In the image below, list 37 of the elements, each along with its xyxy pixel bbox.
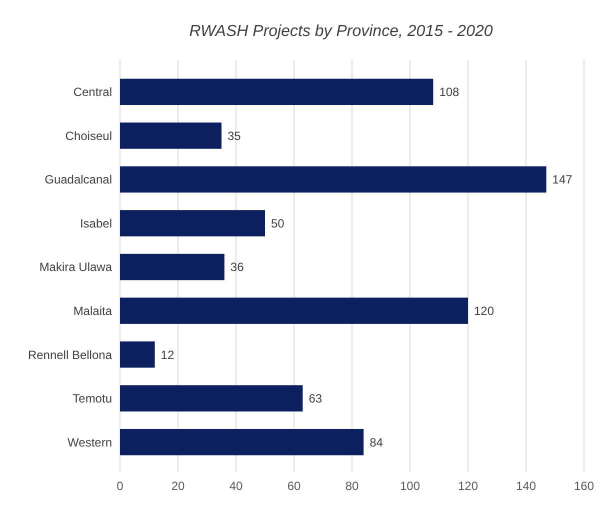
y-tick-label: Malaita (73, 304, 112, 318)
chart-title: RWASH Projects by Province, 2015 - 2020 (189, 23, 493, 40)
x-tick-label: 120 (458, 479, 478, 493)
x-tick-label: 60 (287, 479, 301, 493)
x-tick-label: 160 (574, 479, 594, 493)
y-tick-label: Guadalcanal (44, 172, 112, 187)
x-tick-label: 100 (400, 479, 420, 493)
x-tick-label: 80 (345, 479, 359, 493)
y-tick-label: Temotu (72, 392, 112, 406)
bar (120, 122, 222, 149)
y-tick-label: Isabel (80, 216, 112, 230)
data-label: 12 (160, 348, 174, 362)
data-label: 84 (370, 435, 384, 450)
x-tick-label: 20 (171, 479, 185, 493)
x-tick-label: 0 (116, 479, 124, 493)
bar (120, 385, 303, 412)
bar (120, 298, 468, 324)
bar (120, 210, 265, 236)
data-label: 63 (308, 392, 322, 406)
data-label: 35 (228, 128, 242, 143)
y-tick-label: Central (73, 85, 112, 100)
x-tick-label: 140 (516, 479, 536, 493)
bar (120, 78, 434, 106)
data-label: 147 (552, 172, 573, 187)
bar (120, 341, 155, 368)
y-tick-label: Makira Ulawa (39, 260, 112, 274)
data-label: 36 (230, 260, 244, 274)
data-label: 120 (474, 304, 494, 318)
bar (120, 254, 224, 280)
data-label: 50 (271, 216, 285, 230)
x-tick-label: 40 (229, 479, 243, 493)
y-tick-label: Choiseul (65, 128, 112, 143)
bar (120, 428, 364, 456)
y-tick-label: Rennell Bellona (28, 348, 112, 362)
y-tick-label: Western (68, 435, 112, 450)
data-label: 108 (439, 85, 460, 100)
bar (120, 166, 546, 193)
